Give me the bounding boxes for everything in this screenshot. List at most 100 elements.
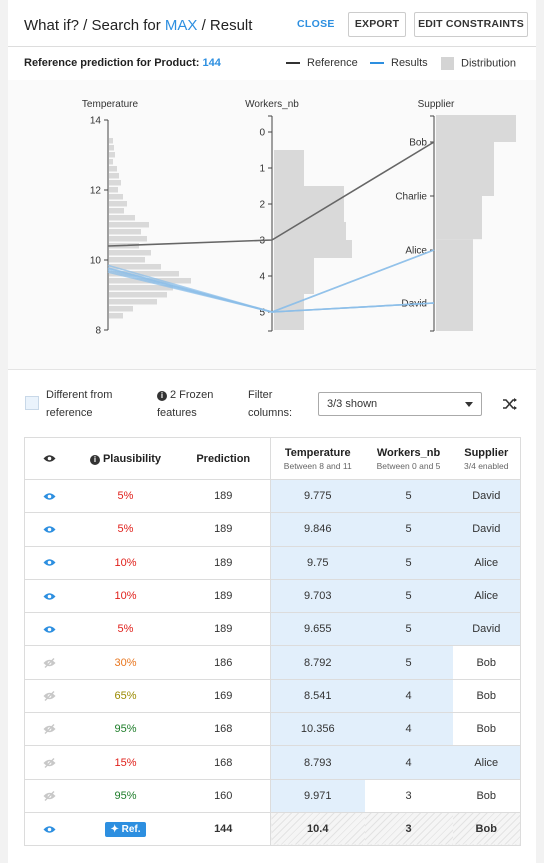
filter-line2: columns: — [248, 407, 293, 419]
supplier-cell: Alice — [452, 579, 521, 614]
pin-icon: ✦ — [110, 823, 122, 835]
table-row[interactable]: 15% 168 8.793 4 Alice — [24, 745, 521, 780]
workers-header[interactable]: Workers_nb Between 0 and 5 — [364, 437, 453, 480]
eye-icon — [43, 626, 56, 633]
close-button[interactable]: CLOSE — [297, 18, 335, 30]
table-row[interactable]: 5% 189 9.655 5 David — [24, 612, 521, 647]
plausibility-cell: 30% — [74, 645, 177, 680]
workers-cell: 3 — [364, 812, 453, 847]
prediction-cell: 160 — [176, 779, 271, 813]
visibility-toggle[interactable] — [24, 679, 75, 714]
table-row[interactable]: 95% 160 9.971 3 Bob — [24, 779, 521, 813]
visibility-toggle[interactable] — [24, 779, 75, 813]
supplier-cell: Bob — [452, 779, 521, 813]
reference-row[interactable]: ✦ Ref. 144 10.4 3 Bob — [24, 812, 521, 847]
prediction-cell: 189 — [176, 546, 271, 580]
temperature-distribution-bar — [109, 145, 114, 151]
visibility-toggle[interactable] — [24, 479, 75, 514]
supplier-constraint: 3/4 enabled — [464, 460, 509, 471]
visibility-toggle[interactable] — [24, 712, 75, 747]
visibility-toggle[interactable] — [24, 745, 75, 780]
plausibility-header[interactable]: i Plausibility — [74, 437, 177, 480]
eye-icon — [43, 825, 56, 833]
table-row[interactable]: 95% 168 10.356 4 Bob — [24, 712, 521, 747]
workers-tick-label: 4 — [259, 272, 265, 283]
table-row[interactable]: 5% 189 9.846 5 David — [24, 512, 521, 547]
temperature-header[interactable]: Temperature Between 8 and 11 — [270, 437, 365, 480]
temperature-distribution-bar — [109, 222, 149, 228]
table-row[interactable]: 65% 169 8.541 4 Bob — [24, 679, 521, 714]
visibility-toggle[interactable] — [24, 612, 75, 647]
title-suffix: / Result — [197, 17, 253, 34]
legend-reference: Reference — [286, 57, 358, 69]
plausibility-cell: 10% — [74, 546, 177, 580]
reference-line-swatch — [286, 62, 300, 65]
results-line-swatch — [370, 62, 384, 65]
export-button[interactable]: EXPORT — [348, 12, 406, 37]
table-row[interactable]: 30% 186 8.792 5 Bob — [24, 645, 521, 680]
temperature-distribution-bar — [109, 215, 135, 221]
prediction-header[interactable]: Prediction — [176, 437, 271, 480]
reference-value: 144 — [202, 57, 221, 69]
temperature-tick-label: 12 — [90, 186, 102, 197]
supplier-cell: David — [452, 479, 521, 514]
table-row[interactable]: 5% 189 9.775 5 David — [24, 479, 521, 514]
filter-columns-select[interactable]: 3/3 shown — [318, 392, 482, 416]
temperature-distribution-bar — [109, 271, 179, 277]
visibility-toggle[interactable] — [24, 645, 75, 680]
shuffle-icon[interactable] — [502, 396, 518, 412]
supplier-distribution-bar — [436, 142, 494, 196]
reference-badge-cell: ✦ Ref. — [74, 812, 177, 847]
chart-svg: Temperature Workers_nb Supplier14121080123… — [82, 99, 516, 337]
workers-distribution-bar — [274, 222, 346, 240]
workers-tick-label: 5 — [259, 308, 265, 319]
prediction-cell: 189 — [176, 612, 271, 647]
supplier-header[interactable]: Supplier 3/4 enabled — [452, 437, 521, 480]
visibility-toggle[interactable] — [24, 579, 75, 614]
supplier-tick-label: Alice — [405, 246, 427, 257]
workers-cell: 5 — [364, 512, 453, 547]
workers-tick-label: 1 — [259, 164, 265, 175]
plausibility-cell: 5% — [74, 512, 177, 547]
prediction-cell: 189 — [176, 512, 271, 547]
workers-header-label: Workers_nb — [376, 446, 441, 459]
plausibility-cell: 95% — [74, 779, 177, 813]
visibility-toggle[interactable] — [24, 812, 75, 847]
temperature-cell: 9.703 — [270, 579, 365, 614]
filter-line1: Filter — [248, 389, 273, 401]
visibility-toggle[interactable] — [24, 512, 75, 547]
workers-distribution-bar — [274, 258, 314, 294]
reference-prediction: Reference prediction for Product: 144 — [24, 57, 221, 69]
legend-results-label: Results — [391, 57, 428, 69]
temperature-distribution-bar — [109, 180, 121, 186]
edit-constraints-button[interactable]: EDIT CONSTRAINTS — [414, 12, 528, 37]
eye-icon — [43, 492, 56, 500]
supplier-cell: Alice — [452, 745, 521, 780]
temperature-distribution-bar — [109, 313, 123, 319]
info-icon: i — [89, 454, 100, 465]
temperature-distribution-bar — [109, 208, 124, 214]
plausibility-header-label: Plausibility — [102, 452, 162, 465]
table-row[interactable]: 10% 189 9.75 5 Alice — [24, 546, 521, 580]
visibility-header[interactable] — [24, 437, 75, 480]
legend-results: Results — [370, 57, 428, 69]
supplier-cell: Bob — [452, 645, 521, 680]
eye-icon — [43, 592, 56, 600]
supplier-header-label: Supplier — [464, 446, 509, 459]
supplier-cell: Bob — [452, 812, 521, 847]
eye-icon — [43, 455, 56, 462]
different-from-reference-checkbox[interactable] — [25, 396, 39, 410]
different-from-reference-label: Different from reference — [46, 386, 112, 422]
legend-reference-label: Reference — [307, 57, 358, 69]
temperature-distribution-bar — [109, 201, 127, 207]
plausibility-cell: 5% — [74, 612, 177, 647]
table-row[interactable]: 10% 189 9.703 5 Alice — [24, 579, 521, 614]
plausibility-cell: 65% — [74, 679, 177, 714]
workers-distribution-bar — [274, 240, 352, 258]
table-body: 5% 189 9.775 5 David 5% 189 9.846 5 David 10% 189 9.… — [24, 479, 521, 847]
eye-icon — [43, 526, 56, 533]
visibility-toggle[interactable] — [24, 546, 75, 580]
temperature-cell: 10.356 — [270, 712, 365, 747]
